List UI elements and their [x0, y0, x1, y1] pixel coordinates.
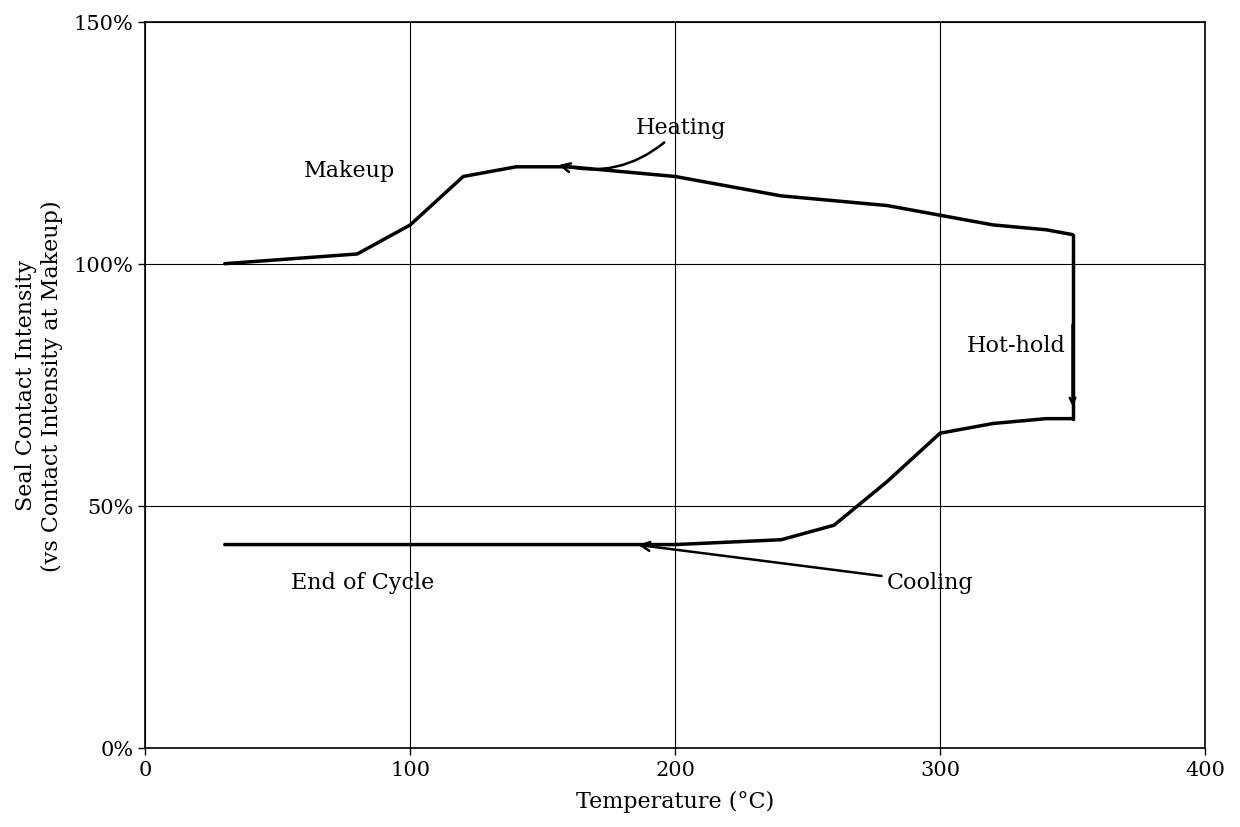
X-axis label: Temperature (°C): Temperature (°C)	[577, 790, 774, 812]
Text: Hot-hold: Hot-hold	[966, 334, 1065, 356]
Text: Heating: Heating	[562, 117, 725, 173]
Text: Cooling: Cooling	[641, 543, 973, 594]
Y-axis label: Seal Contact Intensity
(vs Contact Intensity at Makeup): Seal Contact Intensity (vs Contact Inten…	[15, 199, 62, 571]
Text: Makeup: Makeup	[304, 160, 396, 182]
Text: End of Cycle: End of Cycle	[291, 571, 434, 594]
